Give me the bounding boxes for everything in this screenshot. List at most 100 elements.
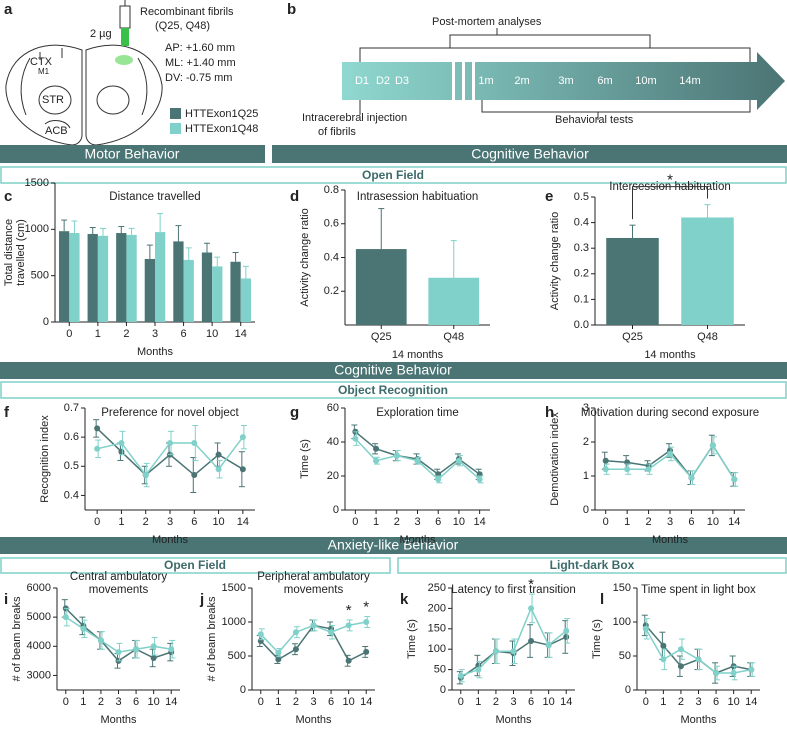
y-tick-label: 500 [228,650,246,662]
x-tick-label: 3 [115,696,121,708]
chart-title: Intrasession habituation [357,191,478,203]
x-tick-label: 14 [165,696,177,708]
y-tick-label: 0.2 [324,285,339,297]
bar [155,232,166,322]
y-tick-label: 150 [428,623,446,635]
y-tick-label: 4000 [27,640,51,652]
x-tick-label: 2 [646,516,652,528]
x-tick-label: 14 [728,516,740,528]
x-tick-label: 14 [474,516,486,528]
chart-title: Central ambulatory [70,571,167,583]
legend-label: HTTExon1Q48 [185,123,258,135]
x-tick-label: 0 [66,328,72,340]
point [328,629,335,636]
y-tick-label: 2 [583,436,589,448]
x-tick-label: 14 [745,696,757,708]
y-axis-label: Recognition index [39,415,51,503]
point [475,666,482,673]
panel-letter: c [4,188,12,205]
bar [116,233,127,322]
y-tick-label: 0 [43,316,49,328]
x-axis-label: Months [137,346,174,358]
point [645,466,652,473]
y-tick-label: 500 [31,270,49,282]
header: Motor Behavior [85,146,180,162]
timeline-gaps [452,62,475,100]
x-tick-label: 14 [360,696,372,708]
point [602,457,609,464]
x-tick-label: 3 [414,516,420,528]
x-tick-label: 0 [603,516,609,528]
behavioral-label: Behavioral tests [555,114,634,126]
x-tick-label: 0 [94,516,100,528]
point [310,622,317,629]
point [563,627,570,634]
point [528,605,535,612]
y-tick-label: 250 [428,582,446,594]
significance-star: * [363,599,369,616]
point [545,642,552,649]
panel-letter: d [290,188,299,205]
point [292,646,299,653]
y-tick-label: 40 [327,436,339,448]
bar [183,259,194,322]
point [667,450,673,457]
timepoints: D1 D2 D3 1m 2m 3m 6m 10m 14m [355,75,701,87]
y-tick-label: 1000 [25,223,49,235]
x-tick-label: 3 [695,696,701,708]
line [354,431,481,476]
x-tick-label: 6 [328,696,334,708]
x-tick-label: 6 [528,696,534,708]
point [257,638,264,645]
point [455,457,462,464]
timepoint: 3m [558,75,573,87]
point [215,466,222,473]
y-tick-label: 3 [583,402,589,414]
y-axis-label: Time (s) [299,439,311,479]
x-tick-label: 1 [80,696,86,708]
x-tick-label: 6 [133,696,139,708]
y-tick-label: 0.4 [324,251,339,263]
significance-star: * [346,602,352,619]
x-tick-label: 10 [206,328,218,340]
y-tick-label: 150 [613,582,631,594]
fibrils-label: Recombinant fibrils [140,6,234,18]
x-tick-label: 1 [475,696,481,708]
point [168,646,175,653]
x-tick-label: 10 [543,696,555,708]
x-axis-label: Months [680,714,717,726]
x-tick-label: 10 [707,516,719,528]
bar [230,261,241,322]
chart-title: Distance travelled [109,191,200,203]
chart-title: Time spent in light box [641,584,756,596]
bar [240,278,251,322]
x-axis-label: Months [495,714,532,726]
y-tick-label: 100 [613,616,631,628]
x-tick-label: 2 [394,516,400,528]
x-tick-label: 6 [688,516,694,528]
y-tick-label: 60 [327,402,339,414]
x-tick-label: 2 [678,696,684,708]
y-tick-label: 1500 [25,177,49,189]
point [239,466,246,473]
panel-letter: j [199,591,204,608]
x-tick-label: 6 [713,696,719,708]
x-tick-label: 2 [293,696,299,708]
y-tick-label: 50 [619,650,631,662]
y-tick-label: 1 [583,470,589,482]
point [528,638,535,645]
x-tick-label: 3 [310,696,316,708]
x-tick-label: Q25 [622,331,643,343]
bar [97,235,109,322]
chart-title: Motivation during second exposure [581,407,759,419]
y-axis-label: # of beam breaks [206,596,218,681]
panel-letter: b [287,1,296,18]
header: Cognitive Behavior [471,146,589,162]
post-mortem-label: Post-mortem analyses [432,16,542,28]
header: Anxiety-like Behavior [328,537,459,553]
x-tick-label: 2 [98,696,104,708]
point [191,439,198,446]
point [624,466,631,473]
timepoint: 6m [597,75,612,87]
point [373,445,380,452]
